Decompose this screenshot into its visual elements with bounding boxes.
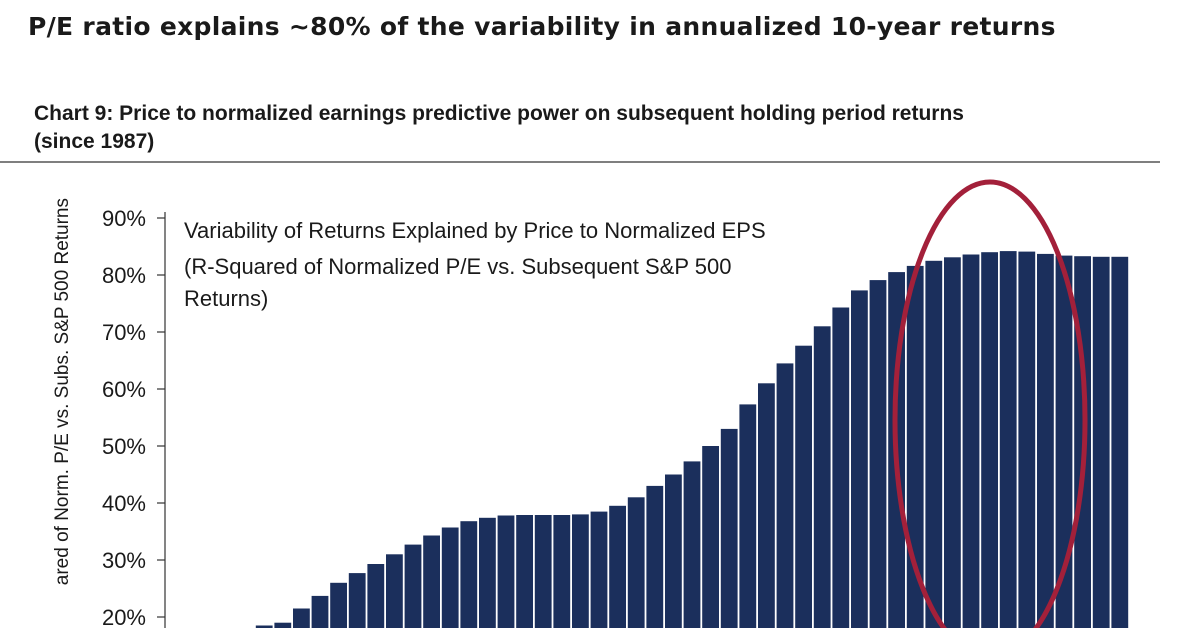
bar <box>367 564 385 628</box>
highlight-ellipse <box>892 179 1088 628</box>
bar <box>869 280 887 628</box>
bar <box>627 497 645 628</box>
chart-inner-title: Variability of Returns Explained by Pric… <box>184 218 766 311</box>
bar <box>441 527 459 628</box>
bar <box>944 257 961 628</box>
bar <box>572 514 589 628</box>
y-tick-label: 50% <box>102 434 146 459</box>
bar <box>739 404 757 628</box>
inner-title-line-2: (R-Squared of Normalized P/E vs. Subsequ… <box>184 254 731 279</box>
bar <box>348 573 366 628</box>
bar <box>274 622 292 628</box>
bar <box>1037 253 1054 628</box>
bar <box>925 260 943 628</box>
page-headline: P/E ratio explains ~80% of the variabili… <box>28 12 1056 41</box>
bar <box>683 461 701 628</box>
y-tick-label: 30% <box>102 548 146 573</box>
bar <box>609 505 626 628</box>
y-tick-label: 90% <box>102 206 146 231</box>
bar <box>665 474 682 628</box>
bar <box>962 254 980 628</box>
bar <box>851 290 868 628</box>
bar <box>1111 256 1129 628</box>
y-tick-label: 80% <box>102 263 146 288</box>
y-tick-label: 40% <box>102 491 146 516</box>
bar <box>981 252 998 628</box>
bar <box>646 485 664 628</box>
bar <box>999 251 1017 628</box>
bars <box>255 251 1129 628</box>
bar <box>1018 251 1036 628</box>
bar <box>479 517 496 628</box>
bar <box>534 515 552 628</box>
bar <box>590 511 608 628</box>
bar <box>776 363 794 628</box>
chart-title-line-1: Chart 9: Price to normalized earnings pr… <box>34 102 964 125</box>
y-tick-label: 60% <box>102 377 146 402</box>
bar <box>553 515 571 628</box>
bar <box>460 521 478 628</box>
bar <box>758 383 775 628</box>
bar <box>702 446 719 628</box>
bar <box>1055 255 1073 628</box>
bar <box>497 515 515 628</box>
y-tick-label: 20% <box>102 605 146 628</box>
chart-title-line-2: (since 1987) <box>34 130 155 153</box>
bar <box>516 515 533 628</box>
y-tick-label: 70% <box>102 320 146 345</box>
bar <box>1092 256 1110 628</box>
inner-title-line-1: Variability of Returns Explained by Pric… <box>184 218 766 243</box>
bar <box>330 582 347 628</box>
bar <box>720 428 738 628</box>
bar <box>423 535 440 628</box>
bar <box>404 544 422 628</box>
bar <box>813 326 831 628</box>
chart-title: Chart 9: Price to normalized earnings pr… <box>34 100 1144 156</box>
bar <box>311 595 329 628</box>
bar <box>255 625 273 628</box>
bar <box>906 265 924 628</box>
bar <box>832 307 850 628</box>
bar <box>386 554 403 628</box>
bar <box>795 345 812 628</box>
y-axis: 20% 30% 40% 50% 60% 70% 80% 90% <box>102 206 166 628</box>
inner-title-line-3: Returns) <box>184 286 268 311</box>
bar <box>293 608 310 628</box>
y-axis-label: ared of Norm. P/E vs. Subs. S&P 500 Retu… <box>52 198 73 585</box>
